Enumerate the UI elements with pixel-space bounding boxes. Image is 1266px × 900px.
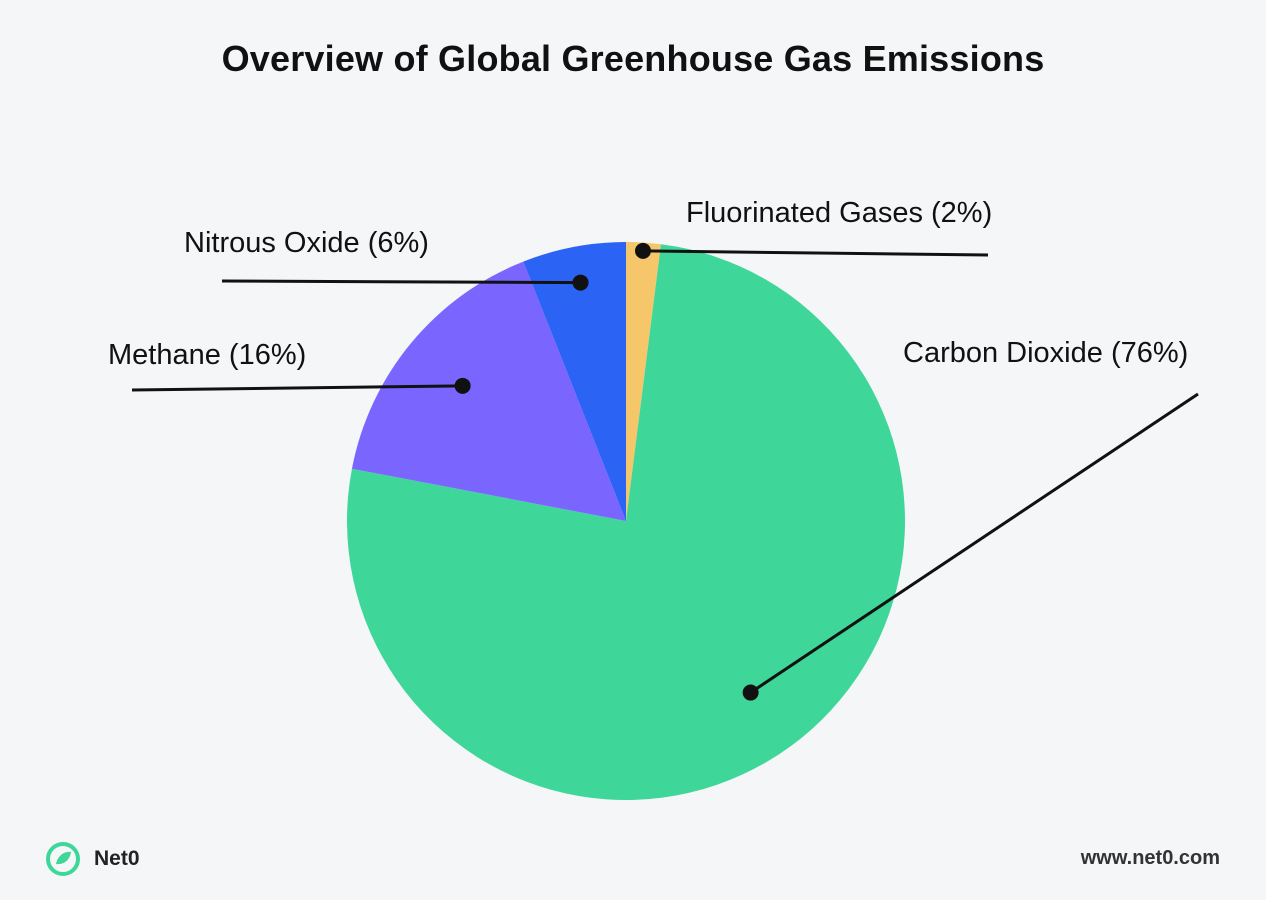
brand: Net0: [46, 842, 140, 876]
pie-labels: Fluorinated Gases (2%) Carbon Dioxide (76…: [108, 197, 1199, 701]
slice-label-fluorinated-gases: Fluorinated Gases (2%): [686, 197, 992, 229]
pie-slice-carbon-dioxide: [346, 244, 905, 800]
brand-name: Net0: [94, 847, 140, 870]
slice-label-nitrous-oxide: Nitrous Oxide (6%): [184, 227, 429, 259]
leader-line-carbon-dioxide: [749, 392, 1199, 694]
leader-line-fluorinated-gases: [642, 249, 989, 257]
site-url: www.net0.com: [1080, 847, 1220, 869]
leader-line-nitrous-oxide: [221, 279, 581, 285]
net0-leaf-logo-icon: [46, 842, 80, 876]
leader-dot-fluorinated-gases: [634, 242, 651, 259]
slice-label-methane: Methane (16%): [108, 339, 306, 371]
pie-slice-fluorinated-gases: [626, 242, 661, 521]
pie-slices: [346, 242, 905, 800]
leader-dot-nitrous-oxide: [572, 274, 589, 291]
slice-label-carbon-dioxide: Carbon Dioxide (76%): [903, 337, 1188, 369]
leader-line-methane: [131, 384, 463, 392]
chart-title: Overview of Global Greenhouse Gas Emissi…: [221, 38, 1045, 79]
pie-slice-methane: [351, 261, 626, 521]
leader-dot-methane: [454, 377, 471, 394]
leader-dot-carbon-dioxide: [742, 684, 759, 701]
pie-slice-nitrous-oxide: [523, 242, 626, 521]
